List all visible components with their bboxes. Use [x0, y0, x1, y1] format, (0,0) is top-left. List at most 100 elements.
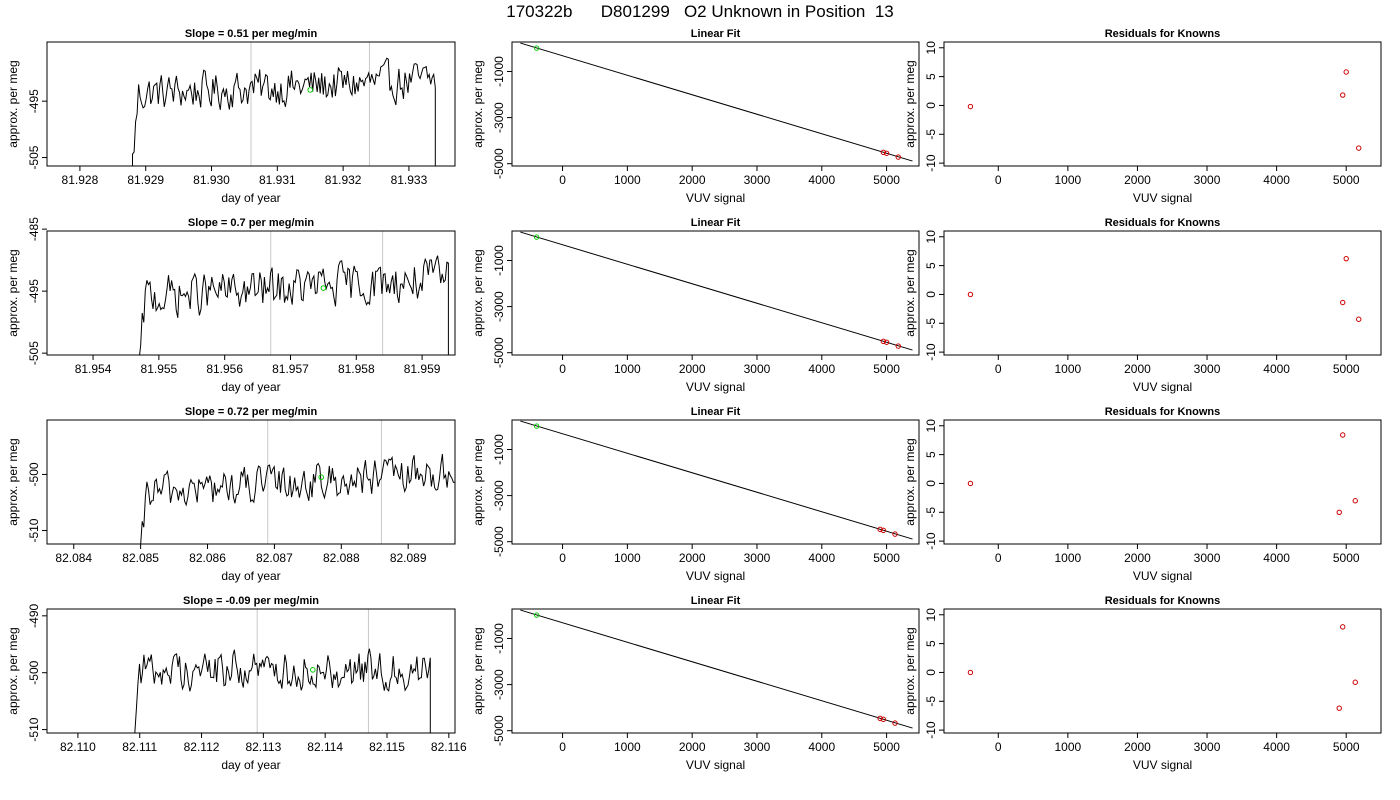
x-tick-label: 3000 — [744, 551, 771, 565]
x-tick-label: 4000 — [1263, 173, 1290, 187]
data-point — [1356, 145, 1362, 151]
x-tick-label: 3000 — [1194, 551, 1221, 565]
panel-title: Linear Fit — [691, 406, 741, 418]
x-tick-label: 81.955 — [141, 362, 178, 376]
data-layer — [967, 432, 1358, 515]
data-point — [883, 150, 890, 156]
x-tick-label: 82.116 — [431, 740, 467, 754]
y-tick-label: -10 — [924, 532, 938, 550]
plot-frame — [511, 230, 920, 356]
x-tick-label: 82.086 — [189, 551, 226, 565]
data-layer — [132, 57, 436, 166]
signal-line — [134, 648, 431, 733]
y-tick-label: -500 — [27, 462, 41, 486]
plot-frame — [943, 419, 1382, 545]
marker-point — [307, 87, 314, 93]
x-axis-label: day of year — [221, 758, 280, 772]
panel-2-1: Slope = 0.7 per meg/min 81.954 81.955 81.95… — [6, 217, 456, 394]
y-tick-label: 5 — [924, 73, 938, 80]
x-axis-label: day of year — [221, 191, 280, 205]
data-point — [1343, 255, 1349, 262]
x-axis-label: day of year — [221, 380, 280, 394]
plot-frame — [511, 41, 920, 167]
data-point — [880, 527, 887, 534]
x-tick-label: 82.084 — [55, 551, 92, 565]
x-tick-label: 5000 — [1333, 740, 1360, 754]
x-tick-label: 1000 — [614, 740, 641, 754]
data-layer — [134, 648, 431, 733]
x-tick-label: 82.110 — [60, 740, 96, 754]
data-layer — [520, 231, 913, 351]
data-point — [1340, 624, 1346, 630]
y-tick-label: 0 — [924, 102, 938, 109]
y-tick-label: -5 — [924, 696, 938, 707]
plot-frame — [943, 230, 1382, 356]
data-point — [895, 154, 901, 160]
panel-title: Residuals for Knowns — [1105, 595, 1221, 607]
x-tick-label: 5000 — [873, 362, 900, 376]
x-tick-label: 5000 — [1333, 173, 1360, 187]
data-point — [1343, 69, 1349, 75]
y-axis-label: approx. per meg — [471, 627, 485, 714]
panel-title: Linear Fit — [691, 595, 741, 607]
x-tick-label: 1000 — [614, 362, 641, 376]
fit-line — [520, 231, 913, 351]
x-tick-label: 4000 — [808, 740, 835, 754]
x-tick-label: 3000 — [1194, 740, 1221, 754]
x-tick-label: 0 — [995, 551, 1002, 565]
y-tick-label: -5 — [924, 507, 938, 518]
y-tick-label: -3000 — [492, 480, 506, 511]
y-tick-label: -1000 — [492, 56, 506, 87]
x-tick-label: 4000 — [808, 173, 835, 187]
data-point — [895, 343, 901, 349]
x-tick-label: 81.957 — [272, 362, 309, 376]
x-tick-label: 5000 — [1333, 362, 1360, 376]
y-tick-label: -10 — [924, 343, 938, 361]
x-tick-label: 1000 — [1055, 362, 1082, 376]
y-tick-label: -3000 — [492, 102, 506, 133]
panel-3-2: Linear Fit 0 1000 2000 3000 4000 5000 -5000 -300… — [471, 406, 920, 583]
y-axis-label: approx. per meg — [903, 627, 917, 714]
y-axis-label: approx. per meg — [6, 627, 20, 714]
data-point — [967, 103, 974, 110]
panel-1-3: Residuals for Knowns 0 1000 2000 3000 4000 500… — [903, 28, 1382, 205]
data-point — [1336, 705, 1342, 711]
y-tick-label: -5000 — [492, 526, 506, 557]
y-tick-label: -1000 — [492, 434, 506, 465]
y-tick-label: -495 — [27, 89, 41, 113]
x-tick-label: 81.958 — [338, 362, 375, 376]
x-tick-label: 4000 — [808, 362, 835, 376]
fit-line — [520, 42, 913, 162]
y-tick-label: -5 — [924, 129, 938, 140]
data-layer — [140, 453, 455, 544]
signal-line — [132, 57, 436, 166]
x-axis-label: VUV signal — [1133, 191, 1192, 205]
plot-frame — [511, 608, 920, 734]
plot-frame — [511, 419, 920, 545]
data-point — [892, 720, 898, 726]
y-tick-label: -1000 — [492, 623, 506, 654]
x-tick-label: 0 — [559, 173, 566, 187]
x-tick-label: 81.928 — [62, 173, 99, 187]
x-tick-label: 1000 — [1055, 551, 1082, 565]
data-point — [1340, 92, 1346, 98]
y-tick-label: -1000 — [492, 245, 506, 276]
x-tick-label: 1000 — [614, 173, 641, 187]
x-axis-label: VUV signal — [686, 380, 745, 394]
data-point — [533, 234, 540, 240]
y-tick-label: -500 — [27, 660, 41, 684]
data-point — [533, 45, 540, 51]
plot-frame — [943, 608, 1382, 734]
x-tick-label: 1000 — [1055, 740, 1082, 754]
x-tick-label: 0 — [559, 551, 566, 565]
x-tick-label: 82.085 — [122, 551, 159, 565]
y-axis-label: approx. per meg — [471, 60, 485, 147]
x-tick-label: 2000 — [679, 551, 706, 565]
figure-title: 170322b D801299 O2 Unknown in Position 1… — [506, 2, 894, 21]
y-axis-label: approx. per meg — [903, 249, 917, 336]
signal-line — [140, 453, 455, 544]
y-axis-label: approx. per meg — [6, 249, 20, 336]
x-tick-label: 81.954 — [75, 362, 112, 376]
data-layer — [967, 624, 1358, 711]
